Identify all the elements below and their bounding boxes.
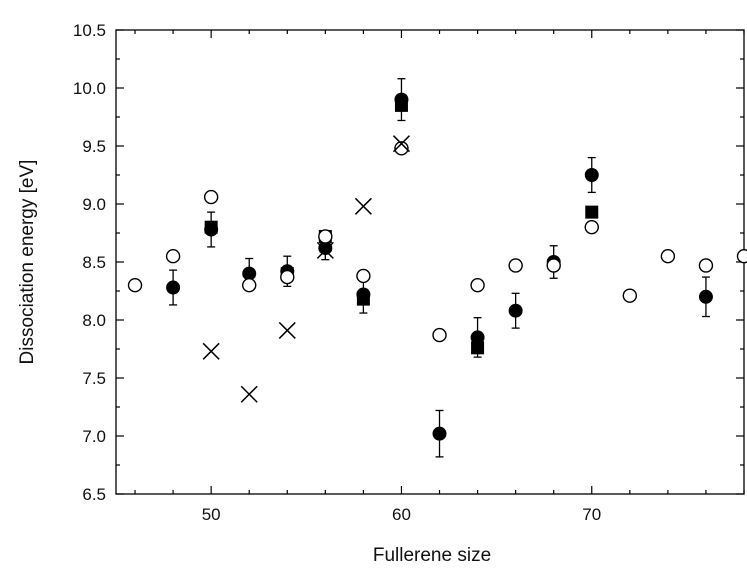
open-circle-point	[584, 219, 599, 235]
open-circle-point	[470, 278, 485, 293]
cross-stroke	[278, 321, 296, 339]
open-circle-point	[280, 269, 295, 285]
y-tick-label: 7.5	[82, 369, 106, 388]
filled-circle-point	[318, 241, 333, 256]
open-circle-point	[127, 278, 143, 293]
cross-stroke	[316, 241, 334, 259]
cross-point	[354, 197, 372, 215]
cross-point	[240, 385, 258, 403]
filled-circle-point	[470, 330, 485, 345]
ticks-group: 50 60 70 6.5 7.0 7.5 8.0 8.5 9.0 9.5 10.0 10.5	[73, 21, 745, 524]
filled-circle-point	[166, 280, 181, 295]
open-circle-point	[622, 288, 638, 303]
filled-square-point	[471, 341, 485, 355]
cross-point	[392, 135, 410, 153]
filled-circle-point	[242, 266, 257, 281]
plot-frame-group	[115, 29, 745, 495]
filled-circle-point	[508, 303, 523, 318]
cross-stroke	[354, 197, 372, 215]
open-circle-point	[356, 268, 371, 284]
open-circle-point	[432, 327, 447, 343]
filled-circle-point	[698, 289, 713, 304]
y-tick-label: 10.0	[73, 79, 106, 98]
cross-point	[316, 241, 334, 259]
filled-square-point	[204, 220, 218, 234]
open-circle-point	[165, 249, 181, 264]
open-circle-point	[203, 189, 219, 205]
y-axis-label: Dissociation energy [eV]	[17, 160, 38, 365]
filled-square-point	[585, 205, 599, 219]
y-tick-label: 6.5	[82, 485, 106, 504]
filled-circle-point	[432, 426, 447, 441]
open-circle-point	[698, 258, 714, 273]
filled-square-point	[356, 292, 370, 306]
filled-circle-point	[584, 168, 599, 182]
open-circle-point	[660, 249, 676, 264]
cross-point	[202, 342, 220, 360]
open-circle-point	[318, 229, 333, 244]
x-tick-label: 70	[582, 505, 601, 524]
x-tick-label: 60	[392, 505, 411, 524]
y-tick-label: 7.0	[82, 427, 106, 446]
y-tick-label: 9.0	[82, 195, 106, 214]
y-tick-label: 10.5	[73, 21, 106, 40]
cross-stroke	[202, 342, 220, 360]
open-circle-point	[242, 278, 257, 293]
cross-stroke	[392, 135, 410, 153]
cross-stroke	[240, 385, 258, 403]
open-circle-point	[736, 249, 747, 264]
y-tick-label: 8.5	[82, 253, 106, 272]
open-circle-point	[394, 141, 409, 156]
plot-frame	[115, 29, 745, 495]
x-tick-label: 50	[202, 505, 221, 524]
y-tick-label: 9.5	[82, 137, 106, 156]
marks-group	[127, 78, 747, 458]
open-circle-point	[546, 258, 561, 273]
x-axis-label: Fullerene size	[373, 545, 491, 566]
cross-point	[278, 321, 296, 339]
filled-square-point	[394, 98, 408, 112]
y-tick-label: 8.0	[82, 311, 106, 330]
open-circle-point	[508, 258, 523, 273]
